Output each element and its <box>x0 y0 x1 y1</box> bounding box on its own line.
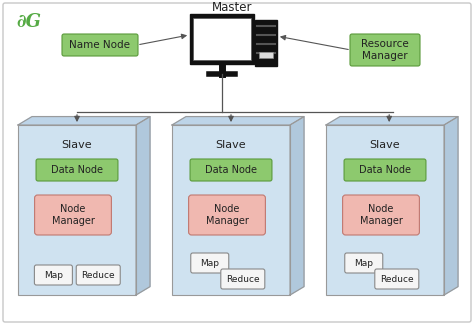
FancyBboxPatch shape <box>76 265 120 285</box>
Text: Map: Map <box>44 270 63 280</box>
Bar <box>326 125 444 295</box>
Text: Slave: Slave <box>216 140 246 150</box>
Bar <box>172 125 290 295</box>
FancyBboxPatch shape <box>191 253 229 273</box>
FancyBboxPatch shape <box>343 195 419 235</box>
FancyBboxPatch shape <box>344 159 426 181</box>
Polygon shape <box>290 117 304 295</box>
Polygon shape <box>136 117 150 295</box>
Text: Reduce: Reduce <box>380 275 414 283</box>
Text: Slave: Slave <box>62 140 92 150</box>
FancyBboxPatch shape <box>35 265 73 285</box>
Text: Map: Map <box>200 258 219 267</box>
FancyBboxPatch shape <box>190 159 272 181</box>
FancyBboxPatch shape <box>36 159 118 181</box>
Polygon shape <box>18 117 150 125</box>
Bar <box>18 125 136 295</box>
Polygon shape <box>172 117 304 125</box>
Bar <box>259 52 273 58</box>
Text: Master: Master <box>212 1 252 14</box>
FancyBboxPatch shape <box>3 3 471 322</box>
Text: Slave: Slave <box>370 140 401 150</box>
FancyBboxPatch shape <box>62 34 138 56</box>
Text: Name Node: Name Node <box>70 40 130 50</box>
Text: Node
Manager: Node Manager <box>360 204 402 226</box>
FancyBboxPatch shape <box>350 34 420 66</box>
FancyBboxPatch shape <box>345 253 383 273</box>
Text: ∂G: ∂G <box>16 13 41 31</box>
Bar <box>255 20 277 66</box>
Polygon shape <box>326 117 458 125</box>
Polygon shape <box>444 117 458 295</box>
Text: Node
Manager: Node Manager <box>52 204 94 226</box>
FancyBboxPatch shape <box>35 195 111 235</box>
Bar <box>193 18 251 60</box>
Text: Node
Manager: Node Manager <box>206 204 248 226</box>
Text: Data Node: Data Node <box>359 165 411 175</box>
Text: Data Node: Data Node <box>51 165 103 175</box>
Text: Map: Map <box>354 258 373 267</box>
FancyBboxPatch shape <box>221 269 265 289</box>
FancyBboxPatch shape <box>189 195 265 235</box>
Text: Resource
Manager: Resource Manager <box>361 39 409 61</box>
Text: Reduce: Reduce <box>226 275 260 283</box>
Text: Reduce: Reduce <box>82 270 115 280</box>
FancyBboxPatch shape <box>375 269 419 289</box>
Bar <box>190 14 254 64</box>
Text: Data Node: Data Node <box>205 165 257 175</box>
